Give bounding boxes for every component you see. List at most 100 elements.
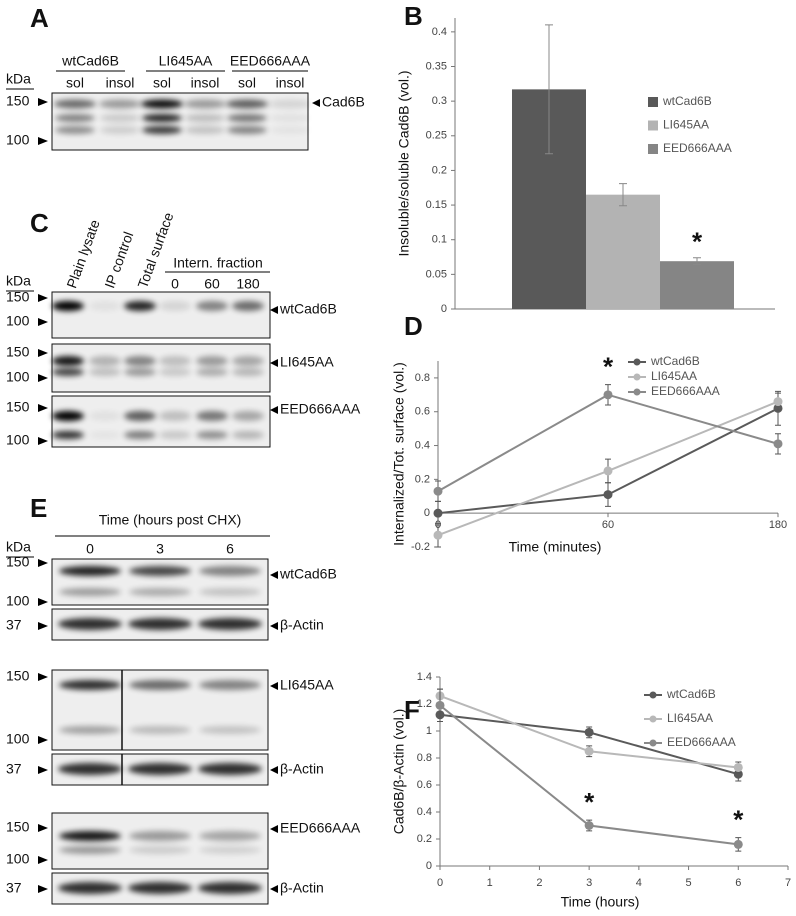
size-marker: 100 <box>6 313 30 329</box>
band <box>128 763 192 775</box>
legend-label: wtCad6B <box>662 94 712 108</box>
size-marker: 100 <box>6 851 30 867</box>
data-point <box>584 727 594 737</box>
band <box>227 114 267 122</box>
band <box>54 99 96 109</box>
bar <box>660 261 734 309</box>
band <box>185 126 225 134</box>
band <box>196 368 228 376</box>
band <box>52 356 84 366</box>
band <box>141 99 183 109</box>
band-label: Cad6B <box>322 94 365 110</box>
legend-label: EED666AAA <box>667 735 736 749</box>
band <box>52 368 84 376</box>
legend-swatch <box>648 144 658 154</box>
size-marker: 150 <box>6 399 30 415</box>
group-label: LI645AA <box>159 53 213 69</box>
band <box>89 411 121 421</box>
band <box>55 126 95 134</box>
legend-label: LI645AA <box>667 711 713 725</box>
band <box>59 726 121 734</box>
band <box>269 99 311 109</box>
y-tick-label: -0.2 <box>411 541 430 553</box>
data-point <box>433 530 443 540</box>
band <box>185 114 225 122</box>
y-tick-label: 0.2 <box>432 164 447 176</box>
band <box>89 301 121 311</box>
data-point <box>603 390 613 400</box>
data-point <box>773 439 783 449</box>
lane-label: insol <box>276 75 305 91</box>
legend-dot <box>633 358 641 366</box>
band <box>59 588 121 596</box>
band <box>159 301 191 311</box>
panel-letter: B <box>404 1 423 31</box>
time-label: 6 <box>226 541 234 557</box>
x-tick-label: 2 <box>536 877 542 889</box>
band <box>198 763 262 775</box>
data-point <box>603 466 613 476</box>
y-tick-label: 0.8 <box>415 372 430 384</box>
marker-arrow <box>38 137 48 145</box>
y-tick-label: 0.1 <box>432 234 447 246</box>
lane-label: Plain lysate <box>63 217 103 290</box>
band <box>52 411 84 421</box>
legend-label: EED666AAA <box>651 384 720 398</box>
blot-frame <box>51 291 271 339</box>
band <box>196 301 228 311</box>
panel-letter: A <box>30 3 49 33</box>
band <box>129 831 191 841</box>
data-point <box>433 486 443 496</box>
x-axis-label: Time (minutes) <box>509 539 602 555</box>
legend-label: EED666AAA <box>663 141 732 155</box>
lane-label: insol <box>191 75 220 91</box>
error-bar <box>545 24 553 155</box>
marker-arrow <box>38 98 48 106</box>
marker-arrow <box>38 559 48 567</box>
band <box>59 566 121 576</box>
size-marker: 37 <box>6 880 22 896</box>
y-tick-label: 0.4 <box>417 806 432 818</box>
band <box>270 114 310 122</box>
y-axis-label: Internalized/Tot. surface (vol.) <box>391 362 407 546</box>
label-arrow <box>270 359 278 367</box>
label-arrow <box>270 885 278 893</box>
label-arrow <box>270 571 278 579</box>
loading-label: β-Actin <box>280 617 324 633</box>
band <box>232 356 264 366</box>
band <box>196 356 228 366</box>
marker-arrow <box>38 856 48 864</box>
marker-arrow <box>38 885 48 893</box>
blot-frame <box>51 343 271 393</box>
blot-title: Time (hours post CHX) <box>99 512 242 528</box>
label-arrow <box>270 825 278 833</box>
y-tick-label: 0.4 <box>415 439 430 451</box>
x-tick-label: 1 <box>487 877 493 889</box>
data-point <box>733 769 743 779</box>
band <box>58 763 122 775</box>
legend-swatch <box>648 120 658 131</box>
data-point <box>584 746 594 756</box>
size-marker: 100 <box>6 132 30 148</box>
time-label: 0 <box>171 276 179 292</box>
error-bar <box>619 183 627 207</box>
time-label: 180 <box>236 276 260 292</box>
data-point <box>435 700 445 710</box>
band <box>142 114 182 122</box>
blot-label: wtCad6B <box>279 301 337 317</box>
band <box>159 411 191 421</box>
y-tick-label: 0.6 <box>415 406 430 418</box>
marker-arrow <box>38 404 48 412</box>
lane-label: insol <box>106 75 135 91</box>
band <box>100 126 140 134</box>
band <box>199 680 261 690</box>
band <box>55 114 95 122</box>
band <box>270 126 310 134</box>
y-tick-label: 1.2 <box>417 698 432 710</box>
y-tick-label: 0.4 <box>432 26 447 38</box>
band <box>198 882 262 894</box>
band <box>59 846 121 854</box>
x-axis-label: Time (hours) <box>561 894 640 910</box>
lane-label: sol <box>153 75 171 91</box>
